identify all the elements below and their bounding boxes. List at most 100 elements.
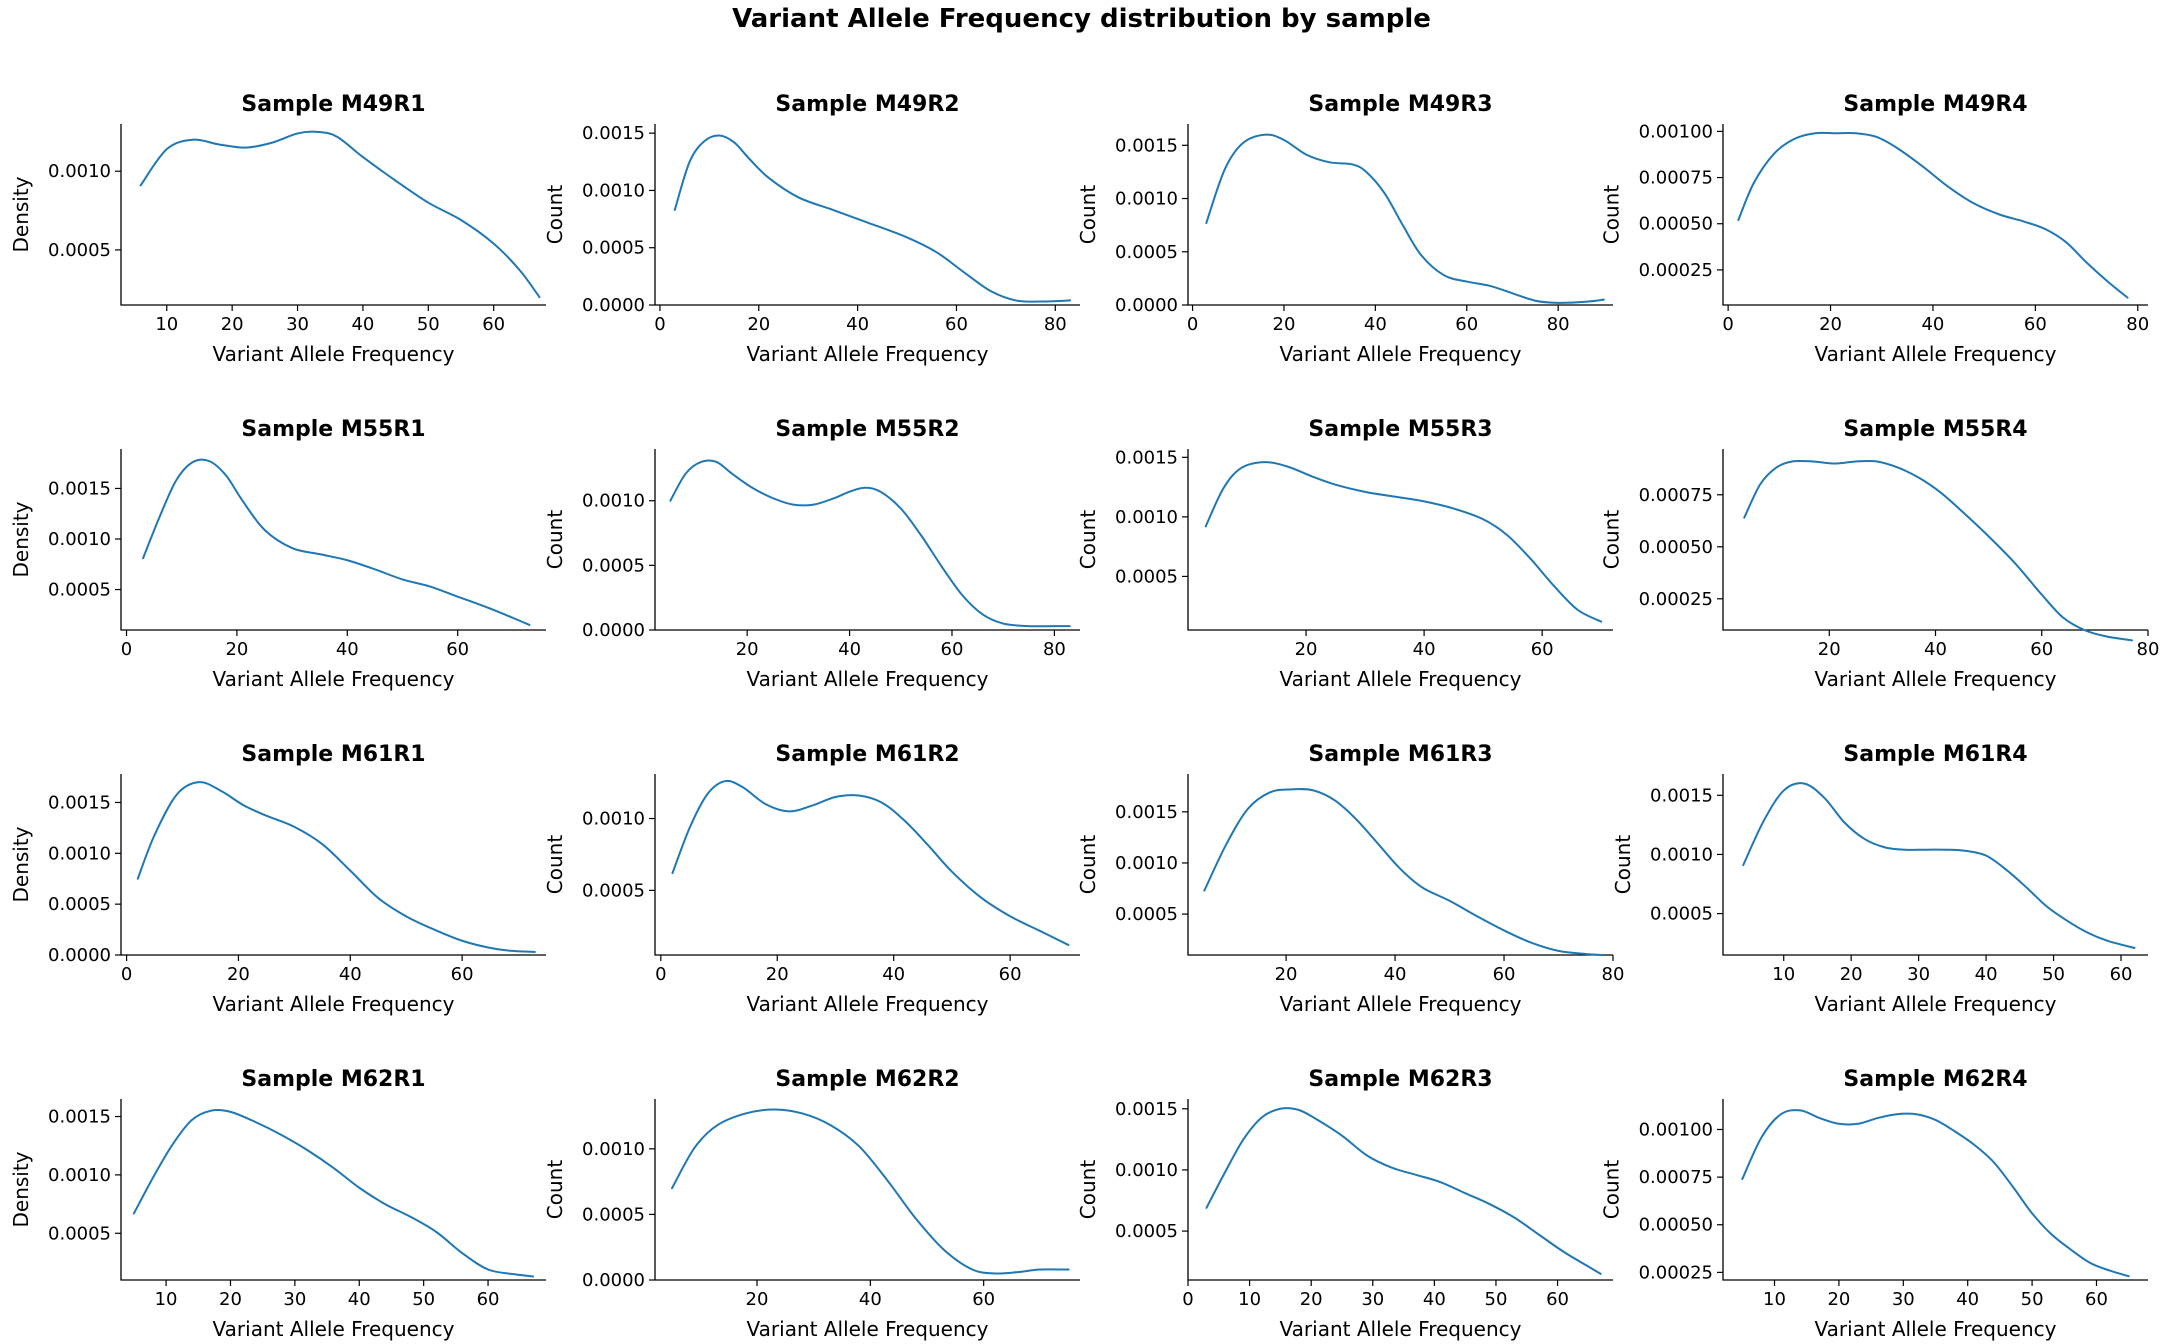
y-tick-label: 0.0015 xyxy=(48,478,111,499)
x-tick-label: 60 xyxy=(1531,639,1554,660)
y-tick-label: 0.0010 xyxy=(1115,189,1178,210)
x-tick-label: 20 xyxy=(221,314,244,335)
density-line xyxy=(1741,1109,2130,1278)
x-tick-label: 0 xyxy=(655,964,666,985)
x-tick-label: 40 xyxy=(1384,964,1407,985)
y-tick-label: 0.0005 xyxy=(48,1223,111,1244)
x-tick-label: 60 xyxy=(941,639,964,660)
x-tick-label: 20 xyxy=(219,1289,242,1310)
y-axis-label: Count xyxy=(1600,185,1624,245)
y-tick-label: 0.0005 xyxy=(48,240,111,261)
subplot-title: Sample M49R3 xyxy=(1308,92,1492,117)
y-tick-label: 0.00025 xyxy=(1639,1262,1713,1283)
y-axis-label: Density xyxy=(9,501,33,577)
x-tick-label: 60 xyxy=(477,1289,500,1310)
x-tick-label: 60 xyxy=(1455,314,1478,335)
x-axis-label: Variant Allele Frequency xyxy=(213,992,455,1016)
x-axis-label: Variant Allele Frequency xyxy=(747,342,989,366)
y-tick-label: 0.00100 xyxy=(1639,1119,1713,1140)
subplot-3: Sample M49R3 0 20 40 60 80 0.0000 0.0005 0.0010 0… xyxy=(1076,92,1613,366)
x-axis-label: Variant Allele Frequency xyxy=(1280,992,1522,1016)
subplot-title: Sample M49R2 xyxy=(775,92,959,117)
x-tick-label: 40 xyxy=(882,964,905,985)
x-tick-label: 40 xyxy=(348,1289,371,1310)
x-axis-label: Variant Allele Frequency xyxy=(1280,342,1522,366)
x-tick-label: 50 xyxy=(417,314,440,335)
x-tick-label: 10 xyxy=(155,314,178,335)
y-tick-label: 0.0005 xyxy=(582,238,645,259)
y-tick-label: 0.0005 xyxy=(1650,904,1713,925)
density-line xyxy=(669,459,1071,628)
y-tick-label: 0.0015 xyxy=(1115,447,1178,468)
subplot-9: Sample M61R1 0 20 40 60 0.0000 0.0005 0.0010 0.0… xyxy=(9,742,546,1016)
y-tick-label: 0.0005 xyxy=(1115,1221,1178,1242)
y-axis-label: Count xyxy=(1076,510,1100,570)
y-tick-label: 0.0005 xyxy=(582,555,645,576)
x-tick-label: 0 xyxy=(1182,1289,1193,1310)
subplot-title: Sample M62R1 xyxy=(241,1067,425,1092)
subplot-4: Sample M49R4 0 20 40 60 80 0.00025 0.00050 0.000… xyxy=(1600,92,2150,366)
x-tick-label: 60 xyxy=(2110,964,2133,985)
x-tick-label: 20 xyxy=(1819,314,1842,335)
subplot-title: Sample M61R4 xyxy=(1843,742,2027,767)
y-axis-label: Count xyxy=(1076,835,1100,895)
x-tick-label: 60 xyxy=(2085,1289,2108,1310)
x-axis-label: Variant Allele Frequency xyxy=(1280,1317,1522,1341)
x-tick-label: 40 xyxy=(838,639,861,660)
y-tick-label: 0.0005 xyxy=(582,880,645,901)
x-tick-label: 10 xyxy=(1238,1289,1261,1310)
x-axis-label: Variant Allele Frequency xyxy=(1280,667,1522,691)
subplot-title: Sample M61R3 xyxy=(1308,742,1492,767)
y-tick-label: 0.0005 xyxy=(1115,904,1178,925)
y-tick-label: 0.0000 xyxy=(582,1270,645,1291)
subplot-title: Sample M61R1 xyxy=(241,742,425,767)
subplot-title: Sample M55R3 xyxy=(1308,417,1492,442)
subplot-title: Sample M62R3 xyxy=(1308,1067,1492,1092)
subplot-title: Sample M49R4 xyxy=(1843,92,2027,117)
y-tick-label: 0.0000 xyxy=(1115,295,1178,316)
y-tick-label: 0.0010 xyxy=(1650,844,1713,865)
y-tick-label: 0.00050 xyxy=(1639,537,1713,558)
x-tick-label: 40 xyxy=(1413,639,1436,660)
y-tick-label: 0.0000 xyxy=(582,295,645,316)
x-tick-label: 30 xyxy=(1907,964,1930,985)
x-tick-label: 80 xyxy=(2126,314,2149,335)
y-tick-label: 0.0010 xyxy=(48,529,111,550)
x-tick-label: 20 xyxy=(747,314,770,335)
y-axis-label: Density xyxy=(9,176,33,252)
y-tick-label: 0.0015 xyxy=(1115,802,1178,823)
subplot-15: Sample M62R3 0 10 20 30 40 50 60 0.0005 0.0010 0.0… xyxy=(1076,1067,1613,1341)
density-line xyxy=(139,130,541,299)
x-tick-label: 60 xyxy=(1546,1289,1569,1310)
x-tick-label: 60 xyxy=(451,964,474,985)
y-tick-label: 0.00075 xyxy=(1639,485,1713,506)
y-tick-label: 0.0010 xyxy=(582,809,645,830)
y-axis-label: Density xyxy=(9,1151,33,1227)
x-tick-label: 20 xyxy=(1827,1289,1850,1310)
x-tick-label: 20 xyxy=(1295,639,1318,660)
y-tick-label: 0.0010 xyxy=(48,161,111,182)
x-tick-label: 20 xyxy=(1275,964,1298,985)
x-tick-label: 50 xyxy=(2042,964,2065,985)
y-tick-label: 0.0015 xyxy=(1650,785,1713,806)
y-tick-label: 0.0010 xyxy=(48,1165,111,1186)
y-axis-label: Count xyxy=(543,835,567,895)
y-tick-label: 0.0015 xyxy=(48,792,111,813)
x-tick-label: 60 xyxy=(945,314,968,335)
y-axis-label: Count xyxy=(1600,510,1624,570)
density-line xyxy=(1204,461,1603,623)
subplot-title: Sample M55R1 xyxy=(241,417,425,442)
x-tick-label: 40 xyxy=(1921,314,1944,335)
subplot-7: Sample M55R3 20 40 60 0.0005 0.0010 0.0015 Vari… xyxy=(1076,417,1613,691)
subplot-10: Sample M61R2 0 20 40 60 0.0005 0.0010 Variant A… xyxy=(543,742,1080,1016)
x-axis-label: Variant Allele Frequency xyxy=(747,667,989,691)
x-tick-label: 10 xyxy=(1772,964,1795,985)
density-line xyxy=(1743,459,2134,642)
density-line xyxy=(1742,782,2136,949)
y-tick-label: 0.0010 xyxy=(582,180,645,201)
x-tick-label: 20 xyxy=(1840,964,1863,985)
x-tick-label: 50 xyxy=(412,1289,435,1310)
y-tick-label: 0.0010 xyxy=(1115,507,1178,528)
y-axis-label: Density xyxy=(9,826,33,902)
